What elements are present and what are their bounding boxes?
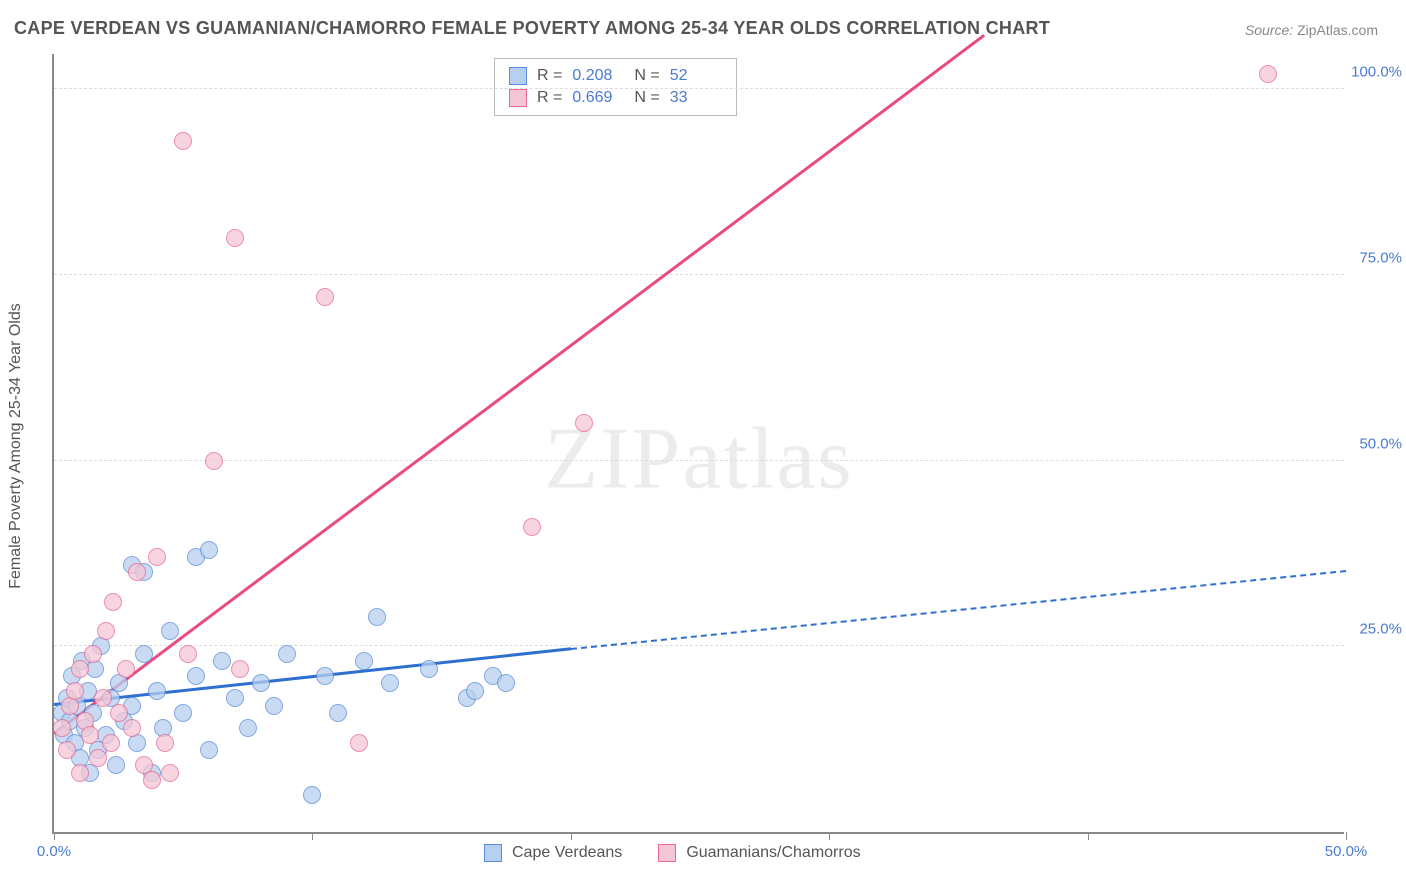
data-point	[316, 288, 334, 306]
y-tick-label: 25.0%	[1359, 621, 1402, 638]
legend-swatch-0	[484, 844, 502, 862]
y-tick-label: 75.0%	[1359, 249, 1402, 266]
source-label: Source:	[1245, 22, 1293, 38]
data-point	[104, 593, 122, 611]
data-point	[226, 689, 244, 707]
trend-line	[571, 570, 1346, 650]
data-point	[187, 667, 205, 685]
data-point	[71, 764, 89, 782]
data-point	[368, 608, 386, 626]
data-point	[179, 645, 197, 663]
stat-label-n: N =	[634, 67, 659, 85]
data-point	[174, 132, 192, 150]
y-tick-label: 100.0%	[1351, 64, 1402, 81]
swatch-series-1	[509, 89, 527, 107]
data-point	[226, 229, 244, 247]
data-point	[89, 749, 107, 767]
gridline-h	[54, 645, 1344, 646]
stat-value-n-1: 33	[670, 89, 722, 107]
data-point	[117, 660, 135, 678]
data-point	[123, 719, 141, 737]
x-tick	[312, 832, 313, 840]
gridline-h	[54, 460, 1344, 461]
data-point	[1259, 65, 1277, 83]
bottom-legend: Cape Verdeans Guamanians/Chamorros	[484, 844, 861, 862]
x-tick	[829, 832, 830, 840]
data-point	[161, 622, 179, 640]
data-point	[200, 541, 218, 559]
data-point	[231, 660, 249, 678]
data-point	[161, 764, 179, 782]
data-point	[148, 548, 166, 566]
data-point	[381, 674, 399, 692]
data-point	[143, 771, 161, 789]
data-point	[107, 756, 125, 774]
legend-label-1: Guamanians/Chamorros	[686, 844, 860, 862]
data-point	[278, 645, 296, 663]
data-point	[303, 786, 321, 804]
data-point	[97, 622, 115, 640]
data-point	[174, 704, 192, 722]
x-tick	[1346, 832, 1347, 840]
plot-area: ZIPatlas R = 0.208 N = 52 R = 0.669 N = …	[52, 54, 1344, 834]
source-attribution: Source: ZipAtlas.com	[1245, 22, 1378, 38]
source-value: ZipAtlas.com	[1297, 22, 1378, 38]
x-tick	[54, 832, 55, 840]
x-tick-label: 0.0%	[37, 843, 71, 860]
data-point	[239, 719, 257, 737]
data-point	[156, 734, 174, 752]
data-point	[420, 660, 438, 678]
stat-value-n-0: 52	[670, 67, 722, 85]
data-point	[71, 660, 89, 678]
data-point	[94, 689, 112, 707]
data-point	[81, 726, 99, 744]
data-point	[466, 682, 484, 700]
data-point	[200, 741, 218, 759]
legend-item-0: Cape Verdeans	[484, 844, 622, 862]
stat-value-r-0: 0.208	[572, 67, 624, 85]
data-point	[102, 734, 120, 752]
data-point	[110, 704, 128, 722]
data-point	[213, 652, 231, 670]
trend-line	[53, 34, 985, 735]
data-point	[84, 645, 102, 663]
data-point	[58, 741, 76, 759]
data-point	[252, 674, 270, 692]
stats-row-series-0: R = 0.208 N = 52	[509, 65, 722, 87]
stat-value-r-1: 0.669	[572, 89, 624, 107]
x-tick-label: 50.0%	[1325, 843, 1368, 860]
data-point	[53, 719, 71, 737]
chart-title: CAPE VERDEAN VS GUAMANIAN/CHAMORRO FEMAL…	[14, 18, 1050, 39]
data-point	[497, 674, 515, 692]
data-point	[135, 645, 153, 663]
data-point	[66, 682, 84, 700]
stat-label-r: R =	[537, 67, 562, 85]
data-point	[128, 563, 146, 581]
stat-label-n: N =	[634, 89, 659, 107]
data-point	[205, 452, 223, 470]
y-axis-label: Female Poverty Among 25-34 Year Olds	[7, 303, 25, 589]
correlation-stats-box: R = 0.208 N = 52 R = 0.669 N = 33	[494, 58, 737, 116]
x-tick	[571, 832, 572, 840]
legend-label-0: Cape Verdeans	[512, 844, 622, 862]
watermark-text-thin: atlas	[682, 410, 853, 507]
data-point	[148, 682, 166, 700]
data-point	[523, 518, 541, 536]
gridline-h	[54, 88, 1344, 89]
data-point	[329, 704, 347, 722]
watermark-text: ZIP	[544, 410, 682, 507]
data-point	[350, 734, 368, 752]
x-tick	[1088, 832, 1089, 840]
data-point	[575, 414, 593, 432]
stat-label-r: R =	[537, 89, 562, 107]
stats-row-series-1: R = 0.669 N = 33	[509, 87, 722, 109]
y-tick-label: 50.0%	[1359, 435, 1402, 452]
data-point	[355, 652, 373, 670]
legend-item-1: Guamanians/Chamorros	[658, 844, 860, 862]
data-point	[316, 667, 334, 685]
swatch-series-0	[509, 67, 527, 85]
legend-swatch-1	[658, 844, 676, 862]
gridline-h	[54, 274, 1344, 275]
data-point	[265, 697, 283, 715]
